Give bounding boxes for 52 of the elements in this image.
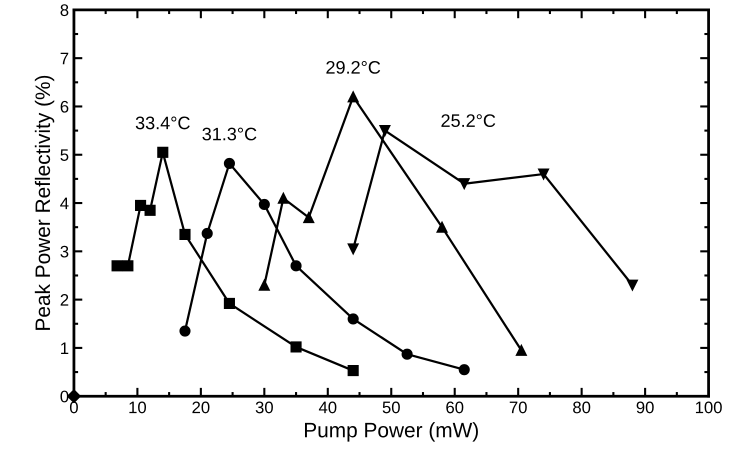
series-label: 25.2°C bbox=[441, 114, 496, 128]
point bbox=[179, 228, 191, 240]
point bbox=[290, 341, 302, 353]
point bbox=[516, 344, 527, 356]
point bbox=[458, 364, 470, 376]
series-label: 33.4°C bbox=[136, 116, 190, 130]
point bbox=[157, 146, 168, 158]
y-tick-label: 3 bbox=[60, 246, 68, 258]
point bbox=[144, 204, 156, 216]
x-tick-label: 20 bbox=[192, 402, 210, 414]
series-label: 29.2°C bbox=[326, 61, 380, 74]
x-tick-label: 80 bbox=[573, 402, 590, 414]
point bbox=[379, 125, 390, 136]
y-tick-label: 8 bbox=[60, 4, 68, 16]
point bbox=[436, 222, 448, 233]
point bbox=[348, 313, 359, 324]
point bbox=[202, 228, 213, 240]
point bbox=[258, 280, 270, 291]
x-tick-label: 40 bbox=[318, 402, 336, 414]
point bbox=[258, 198, 270, 210]
y-tick-label: 6 bbox=[60, 100, 68, 113]
y-axis-title: Peak Power Reflectivity (%) bbox=[34, 76, 54, 330]
y-tick-label: 1 bbox=[61, 342, 68, 354]
y-tick-label: 7 bbox=[60, 52, 68, 64]
point bbox=[135, 200, 146, 212]
x-tick-label: 90 bbox=[636, 402, 654, 414]
point bbox=[348, 243, 359, 254]
point bbox=[224, 158, 235, 169]
point bbox=[348, 91, 359, 102]
point bbox=[626, 280, 638, 291]
x-axis-title: Pump Power (mW) bbox=[304, 422, 478, 442]
point bbox=[112, 260, 123, 272]
x-tick-label: 100 bbox=[696, 402, 722, 414]
y-tick-label: 2 bbox=[60, 294, 68, 306]
point bbox=[348, 365, 359, 376]
x-tick-label: 30 bbox=[256, 402, 273, 414]
point bbox=[224, 298, 235, 310]
point bbox=[303, 212, 314, 224]
point bbox=[122, 260, 134, 272]
point bbox=[458, 178, 470, 190]
point bbox=[538, 168, 550, 180]
point bbox=[179, 325, 191, 337]
point bbox=[278, 192, 289, 204]
point bbox=[402, 348, 413, 360]
y-tick-label: 5 bbox=[60, 149, 68, 161]
point bbox=[290, 260, 302, 272]
series-label: 31.3°C bbox=[202, 128, 256, 140]
y-tick-label: 4 bbox=[60, 198, 69, 210]
x-tick-label: 70 bbox=[510, 402, 527, 414]
x-tick-label: 50 bbox=[382, 402, 400, 414]
x-tick-label: 60 bbox=[446, 402, 464, 414]
x-tick-label: 10 bbox=[129, 402, 146, 414]
